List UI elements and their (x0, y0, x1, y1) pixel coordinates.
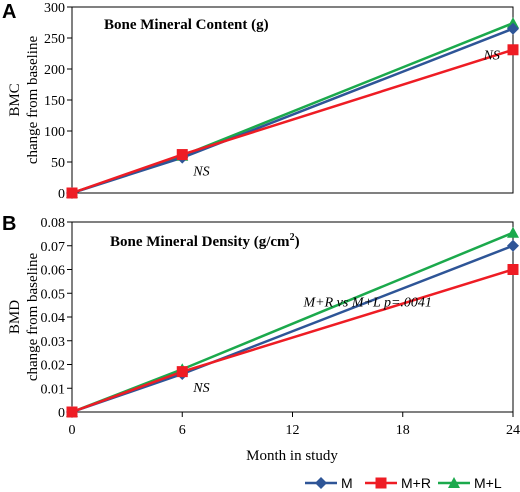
x-axis-label: Month in study (246, 448, 338, 464)
y-axis-label-a-line2: change from baseline (25, 36, 41, 165)
data-point-b-mr (66, 406, 78, 418)
data-point-a-mr (507, 44, 519, 56)
x-tick-label: 24 (506, 423, 520, 438)
annotation-a: NS (483, 49, 500, 64)
data-point-b-ml (507, 226, 519, 238)
annotation-b: NS (192, 381, 209, 396)
y-tick-label-b: 0.08 (41, 216, 66, 231)
y-axis-label-b-line1: BMD (7, 300, 23, 334)
y-tick-label-a: 300 (44, 1, 65, 16)
data-point-b-mr (507, 264, 519, 275)
y-tick-label-a: 100 (44, 125, 65, 140)
data-point-a-ml (507, 17, 519, 29)
y-tick-label-a: 200 (44, 63, 65, 78)
annotation-b: M+R vs M+L p=.0041 (303, 295, 432, 310)
x-axis-ticks-b: 0 6 12 18 24 (69, 412, 520, 438)
data-point-b-m (507, 239, 519, 252)
legend: M M+R M+L (305, 475, 502, 491)
y-tick-label-b: 0.01 (41, 382, 66, 397)
series-line-b-ml (71, 231, 514, 414)
chart-title-b: Bone Mineral Density (g/cm2) (110, 232, 300, 250)
data-point-a-mr (66, 187, 78, 199)
x-tick-label: 18 (396, 423, 410, 438)
legend-marker (315, 477, 327, 489)
y-tick-label-b: 0.04 (41, 311, 66, 326)
y-tick-label-b: 0.06 (41, 264, 66, 279)
series-line-b-mr (71, 268, 514, 414)
legend-label: M (341, 475, 353, 491)
y-axis-ticks-a: 0 50 100 150 200 250 300 (44, 1, 72, 202)
panel-letter-a: A (2, 1, 16, 23)
data-point-a-mr (176, 149, 188, 161)
y-tick-label-a: 50 (51, 156, 65, 171)
y-tick-label-a: 150 (44, 94, 65, 109)
y-tick-label-b: 0 (58, 406, 65, 421)
legend-marker (375, 477, 387, 489)
x-tick-label: 6 (179, 423, 186, 438)
series-line-a-ml (71, 21, 514, 195)
plot-area-b (71, 221, 514, 413)
legend-marker (448, 477, 460, 488)
data-point-b-mr (176, 366, 188, 378)
series-group-a (66, 17, 519, 199)
panel-b: B Bone Mineral Density (g/cm2) BMD chang… (2, 213, 520, 438)
x-tick-label: 12 (286, 423, 300, 438)
y-tick-label-b: 0.07 (41, 240, 66, 255)
annotation-a: NS (192, 165, 209, 180)
chart-title-a: Bone Mineral Content (g) (104, 17, 269, 33)
y-tick-label-b: 0.03 (41, 335, 66, 350)
y-tick-label-a: 250 (44, 32, 65, 47)
y-tick-label-b: 0.02 (41, 359, 66, 374)
annotations-a: NS NS (192, 49, 500, 180)
y-axis-label-b-line2: change from baseline (25, 253, 41, 382)
y-tick-label-b: 0.05 (41, 287, 66, 302)
x-tick-label: 0 (69, 423, 76, 438)
legend-label: M+R (401, 475, 431, 491)
panel-letter-b: B (2, 213, 16, 235)
panel-a: A Bone Mineral Content (g) BMC change fr… (2, 1, 519, 202)
data-point-a-m (507, 22, 519, 35)
series-group-b (66, 226, 519, 418)
y-axis-label-a-line1: BMC (7, 83, 23, 116)
annotations-b: NS M+R vs M+L p=.0041 (192, 295, 432, 396)
legend-label: M+L (474, 475, 502, 491)
plot-area-a (71, 6, 514, 194)
y-axis-ticks-b: 0 0.01 0.02 0.03 0.04 0.05 0.06 0.07 0.08 (41, 216, 72, 421)
y-tick-label-a: 0 (58, 187, 65, 202)
